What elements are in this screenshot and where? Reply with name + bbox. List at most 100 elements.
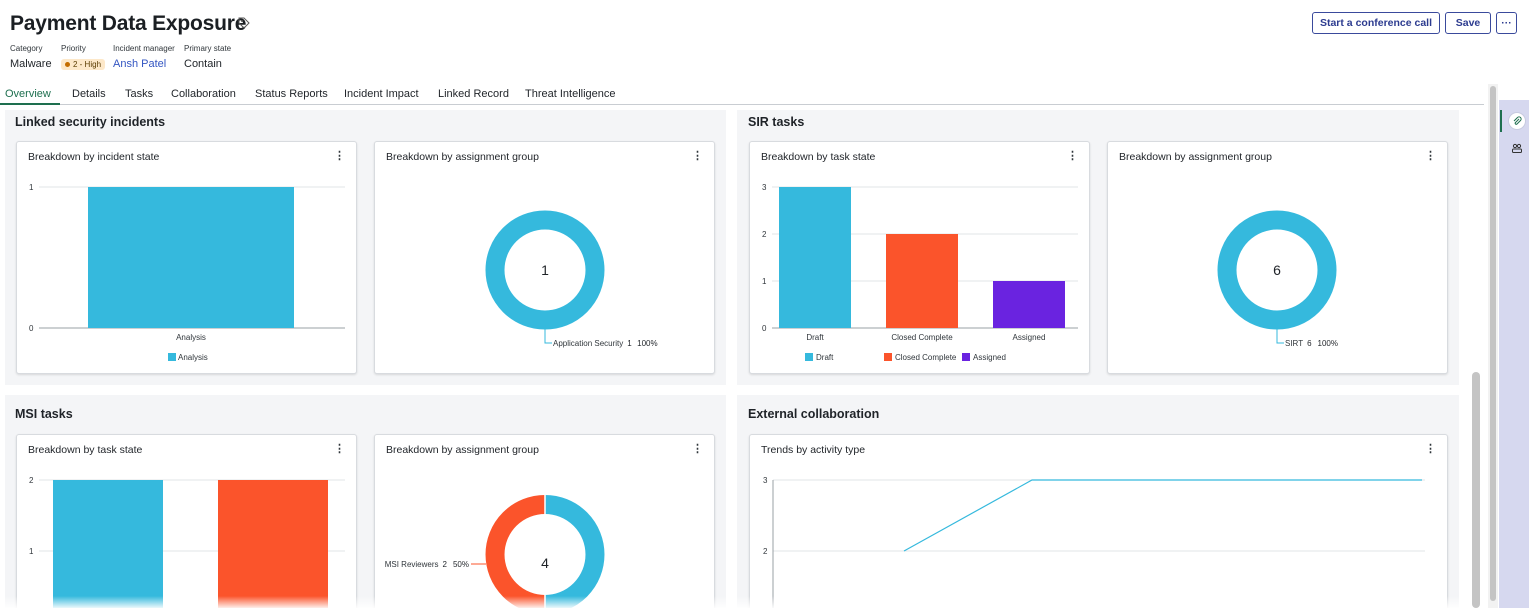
donut-center-label: 6: [1273, 262, 1281, 278]
sir-tasks-title: SIR tasks: [748, 115, 805, 129]
msi-task-state-chart: 2 1: [29, 476, 345, 608]
linked-incidents-title: Linked security incidents: [15, 115, 166, 129]
category-value: Malware: [10, 58, 52, 70]
legend-swatch: [168, 353, 176, 361]
donut-center-label: 4: [541, 555, 549, 571]
tab-status-reports[interactable]: Status Reports: [255, 88, 328, 100]
y-tick-label: 3: [763, 476, 768, 485]
x-tick-label: Draft: [806, 333, 824, 342]
rail-selected-indicator: [1500, 110, 1502, 132]
team-icon[interactable]: [1511, 142, 1523, 154]
right-rail: [1499, 100, 1529, 608]
bottom-fade: [0, 596, 1480, 608]
donut-slice-msi-reviewers[interactable]: [485, 495, 546, 608]
bar-assigned[interactable]: [993, 281, 1065, 328]
donut-slice-application-security[interactable]: [485, 210, 605, 330]
msi-assignment-group-card: Breakdown by assignment group ⋮ 4 MSI Re…: [374, 434, 715, 608]
donut-center-label: 1: [541, 262, 549, 278]
priority-value: 2 - High: [73, 60, 102, 69]
y-tick-label: 0: [762, 324, 767, 333]
incident-state-card: Breakdown by incident state ⋮ 1 0 Analys…: [16, 141, 357, 374]
card-title: Trends by activity type: [761, 444, 866, 456]
tab-overview[interactable]: Overview: [5, 88, 51, 100]
bar-msi-state-1[interactable]: [53, 480, 163, 608]
state-field: Primary state Contain: [184, 44, 231, 70]
linked-assignment-group-card: Breakdown by assignment group ⋮ 1 Applic…: [374, 141, 715, 374]
priority-label: Priority: [61, 44, 86, 53]
card-title: Breakdown by task state: [28, 444, 143, 456]
bar-analysis[interactable]: [88, 187, 294, 328]
tab-linked-record[interactable]: Linked Record: [438, 88, 509, 100]
page-scrollbar-thumb[interactable]: [1490, 86, 1496, 601]
card-title: Breakdown by assignment group: [386, 151, 539, 163]
y-tick-label: 2: [763, 547, 768, 556]
y-tick-label: 2: [762, 230, 767, 239]
tab-collaboration[interactable]: Collaboration: [171, 88, 236, 100]
card-title: Breakdown by assignment group: [386, 444, 539, 456]
msi-tasks-title: MSI tasks: [15, 407, 73, 421]
y-tick-label: 1: [29, 183, 34, 192]
legend-label[interactable]: Draft: [816, 353, 834, 362]
card-title: Breakdown by assignment group: [1119, 151, 1272, 163]
start-conference-call-button[interactable]: Start a conference call: [1312, 12, 1440, 34]
tab-bar: Overview Details Tasks Collaboration Sta…: [0, 84, 1484, 105]
page-title: Payment Data Exposure: [10, 12, 247, 35]
activity-trend-card: Trends by activity type ⋮ 3 2: [749, 434, 1448, 608]
state-label: Primary state: [184, 44, 232, 53]
card-title: Breakdown by incident state: [28, 151, 160, 163]
priority-badge: 2 - High: [61, 59, 106, 70]
slice-label: MSI Reviewers 2 50%: [385, 560, 469, 569]
legend-swatch: [884, 353, 892, 361]
category-label: Category: [10, 44, 43, 53]
linked-assignment-group-chart: 1 Application Security 1 100%: [485, 210, 658, 348]
card-title: Breakdown by task state: [761, 151, 876, 163]
legend-label[interactable]: Analysis: [178, 353, 208, 362]
tab-threat-intelligence[interactable]: Threat Intelligence: [525, 88, 616, 100]
y-tick-label: 3: [762, 183, 767, 192]
x-tick-label: Analysis: [176, 333, 206, 342]
bar-msi-state-2[interactable]: [218, 480, 328, 608]
bar-closed-complete[interactable]: [886, 234, 958, 328]
legend-label[interactable]: Closed Complete: [895, 353, 957, 362]
activity-series-line[interactable]: [903, 479, 1422, 552]
y-tick-label: 1: [29, 547, 34, 556]
content-scrollbar-thumb[interactable]: [1472, 372, 1480, 608]
save-button[interactable]: Save: [1445, 12, 1491, 34]
sir-assignment-group-card: Breakdown by assignment group ⋮ 6 SIRT 6 1…: [1107, 141, 1448, 374]
rail-header: [1499, 82, 1529, 100]
x-tick-label: Closed Complete: [891, 333, 953, 342]
more-actions-button[interactable]: ···: [1496, 12, 1517, 34]
donut-slice-blue[interactable]: [544, 495, 605, 608]
category-field: Category Malware: [10, 44, 52, 70]
state-value: Contain: [184, 58, 222, 70]
legend-swatch: [962, 353, 970, 361]
y-tick-label: 2: [29, 476, 34, 485]
x-tick-label: Assigned: [1013, 333, 1046, 342]
sir-task-state-chart: 3 2 1 0 Draft Closed Complete Assigned D…: [762, 183, 1078, 362]
slice-label: Application Security 1 100%: [553, 339, 658, 348]
active-tab-indicator: [0, 103, 60, 105]
tab-details[interactable]: Details: [72, 88, 106, 100]
manager-label: Incident manager: [113, 44, 175, 53]
sir-assignment-group-chart: 6 SIRT 6 100%: [1217, 210, 1338, 348]
attachment-icon[interactable]: [1508, 112, 1526, 130]
msi-assignment-group-chart: 4 MSI Reviewers 2 50%: [385, 495, 605, 608]
sir-task-state-card: Breakdown by task state ⋮ 3 2 1 0 Draft …: [749, 141, 1090, 374]
slice-label: SIRT 6 100%: [1285, 339, 1338, 348]
donut-slice-sirt[interactable]: [1217, 210, 1337, 330]
tab-tasks[interactable]: Tasks: [125, 88, 154, 100]
y-tick-label: 1: [762, 277, 767, 286]
tab-incident-impact[interactable]: Incident Impact: [344, 88, 419, 100]
legend-label[interactable]: Assigned: [973, 353, 1006, 362]
incident-state-chart: 1 0 Analysis Analysis: [29, 183, 345, 362]
priority-field: Priority 2 - High: [61, 44, 106, 72]
y-tick-label: 0: [29, 324, 34, 333]
activity-trend-chart: 3 2: [763, 476, 1425, 608]
manager-link[interactable]: Ansh Patel: [113, 58, 167, 70]
priority-dot-icon: [65, 62, 70, 67]
bar-draft[interactable]: [779, 187, 851, 328]
msi-task-state-card: Breakdown by task state ⋮ 2 1: [16, 434, 357, 608]
legend-swatch: [805, 353, 813, 361]
tag-icon[interactable]: [238, 17, 250, 29]
external-collaboration-title: External collaboration: [748, 407, 880, 421]
